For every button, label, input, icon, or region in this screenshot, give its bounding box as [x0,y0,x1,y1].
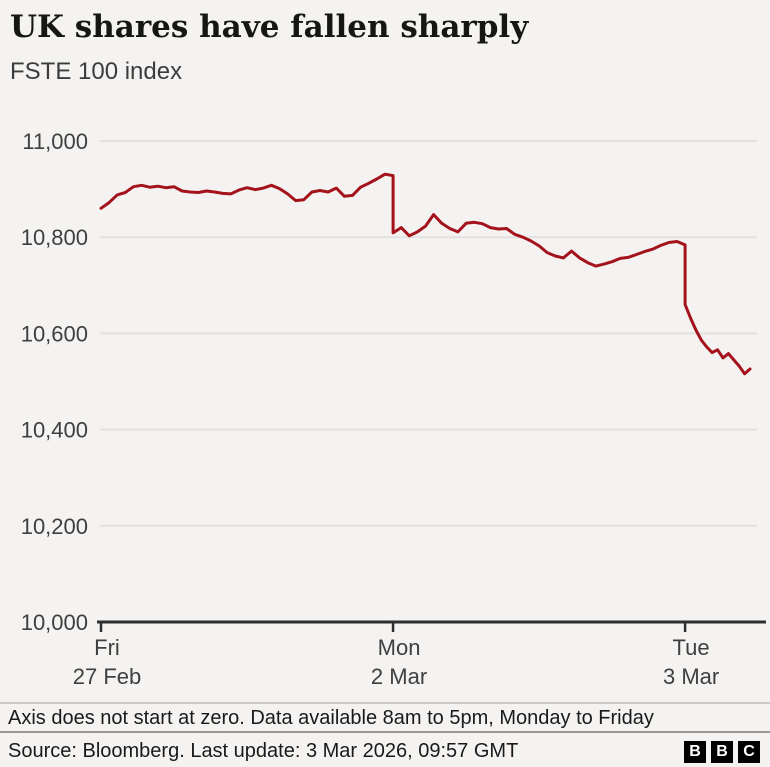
source-divider [0,731,770,733]
bbc-logo-block-2: B [711,740,733,763]
footnote-divider [0,702,770,704]
x-tick-label-day: Mon [378,635,421,660]
source-text: Source: Bloomberg. Last update: 3 Mar 20… [8,740,519,762]
x-tick-label-date: 27 Feb [73,664,142,689]
series-line [99,172,752,376]
y-tick-label: 10,200 [21,514,88,539]
x-tick-label-date: 3 Mar [663,664,719,689]
y-tick-label: 10,400 [21,418,88,443]
y-tick-label: 10,800 [21,225,88,250]
y-tick-label: 11,000 [22,129,88,154]
bbc-logo: B B C [684,740,760,763]
x-tick-label-day: Tue [673,635,710,660]
source-bar: Source: Bloomberg. Last update: 3 Mar 20… [8,736,762,767]
y-tick-label: 10,000 [21,610,88,635]
chart-footnote: Axis does not start at zero. Data availa… [8,707,654,729]
bbc-logo-block-1: B [684,740,706,763]
chart-title: UK shares have fallen sharply [10,9,529,45]
x-tick-label-day: Fri [94,635,120,660]
y-tick-label: 10,600 [21,321,88,346]
bbc-logo-block-3: C [738,740,760,763]
x-tick-label-date: 2 Mar [371,664,427,689]
chart-subtitle: FSTE 100 index [10,58,183,85]
